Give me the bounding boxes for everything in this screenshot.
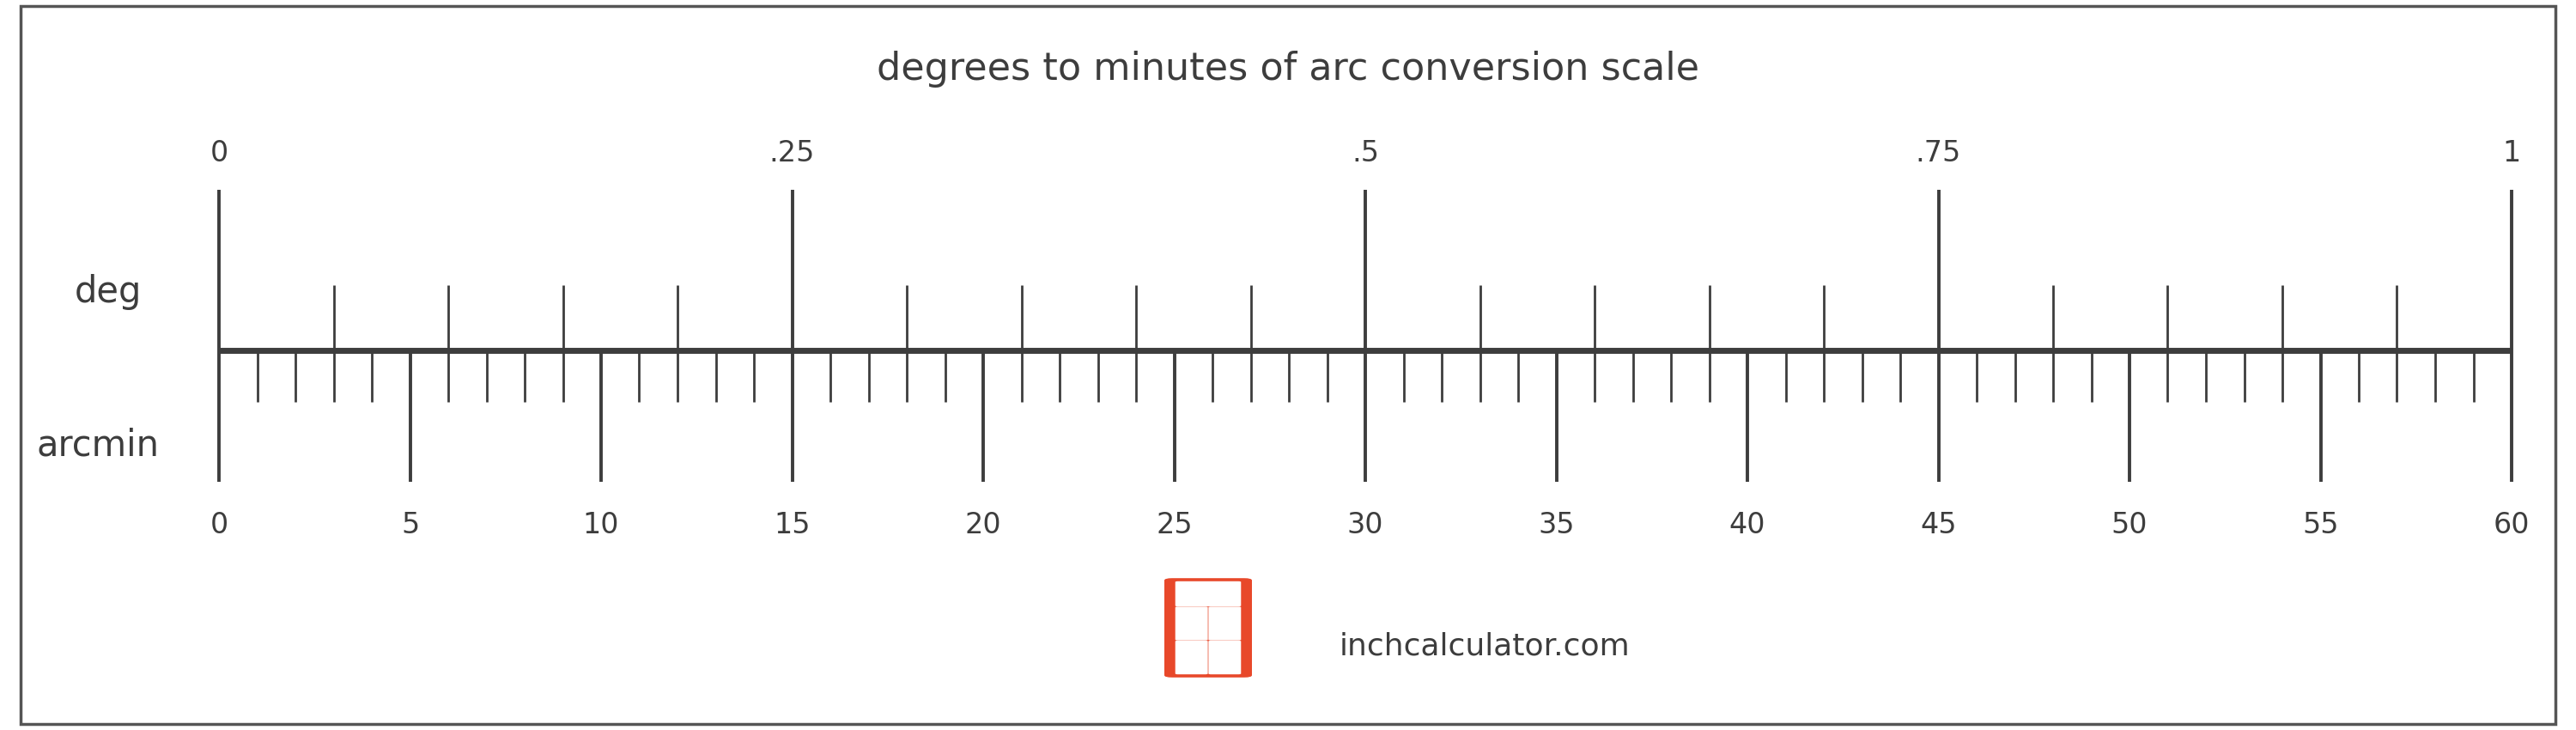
Text: 30: 30 bbox=[1347, 511, 1383, 539]
FancyBboxPatch shape bbox=[1175, 607, 1208, 640]
Text: 15: 15 bbox=[773, 511, 811, 539]
Text: .75: .75 bbox=[1917, 139, 1960, 168]
Text: .25: .25 bbox=[770, 139, 814, 168]
FancyBboxPatch shape bbox=[1175, 581, 1242, 607]
Text: 0: 0 bbox=[209, 511, 229, 539]
Text: 0: 0 bbox=[209, 139, 229, 168]
FancyBboxPatch shape bbox=[1164, 578, 1252, 677]
Text: 40: 40 bbox=[1728, 511, 1765, 539]
Text: 5: 5 bbox=[402, 511, 420, 539]
Text: inchcalculator.com: inchcalculator.com bbox=[1340, 631, 1631, 661]
Text: deg: deg bbox=[75, 274, 142, 310]
Text: 45: 45 bbox=[1919, 511, 1958, 539]
Text: .5: .5 bbox=[1352, 139, 1378, 168]
Text: 1: 1 bbox=[2501, 139, 2522, 168]
Text: degrees to minutes of arc conversion scale: degrees to minutes of arc conversion sca… bbox=[876, 51, 1700, 88]
FancyBboxPatch shape bbox=[1175, 640, 1208, 675]
Text: 10: 10 bbox=[582, 511, 618, 539]
Text: 55: 55 bbox=[2303, 511, 2339, 539]
Text: 20: 20 bbox=[966, 511, 1002, 539]
Text: arcmin: arcmin bbox=[36, 427, 160, 464]
Text: 60: 60 bbox=[2494, 511, 2530, 539]
Text: 35: 35 bbox=[1538, 511, 1574, 539]
FancyBboxPatch shape bbox=[1208, 607, 1242, 640]
Text: 50: 50 bbox=[2112, 511, 2148, 539]
FancyBboxPatch shape bbox=[1208, 640, 1242, 675]
Text: 25: 25 bbox=[1157, 511, 1193, 539]
